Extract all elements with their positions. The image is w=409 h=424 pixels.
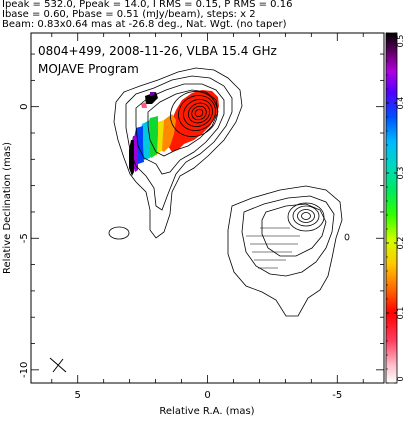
contour-6: [178, 95, 216, 131]
plot-subtitle: MOJAVE Program: [38, 62, 139, 76]
axis-tick-labels: 5 0 -5 0 -5 -10: [19, 103, 342, 401]
plot-title: 0804+499, 2008-11-26, VLBA 15.4 GHz: [38, 44, 277, 58]
pol-patch-tip-violet: [150, 92, 155, 96]
y-tick-label: 0: [19, 103, 30, 109]
plot-frame: [30, 32, 385, 384]
jet-hatching: [246, 227, 300, 269]
contour-9: [191, 105, 207, 121]
axis-ticks: [31, 33, 384, 383]
contour-jet-5: [292, 205, 320, 227]
beam-marker: [49, 357, 67, 373]
intensity-contours: [108, 67, 350, 317]
x-tick-label: 5: [75, 390, 81, 401]
colorbar-tick-label: 0: [396, 376, 405, 381]
pol-patch-dark: [129, 140, 134, 176]
x-tick-label: 0: [204, 390, 210, 401]
colorbar-tick-label: 0.5: [396, 35, 405, 48]
header-line-1: Ipeak = 532.0, Ppeak = 14.0, I RMS = 0.1…: [2, 0, 293, 10]
header-line-2: Ibase = 0.60, Pbase = 0.51 (mJy/beam), s…: [2, 9, 256, 20]
contour-outer-core: [113, 67, 243, 239]
contour-7: [183, 99, 213, 127]
y-tick-label: -5: [19, 233, 30, 243]
colorbar-tick-label: 0.3: [396, 167, 405, 180]
contour-jet-4: [287, 202, 325, 232]
colorbar-ticks: 0 0.1 0.2 0.3 0.4 0.5: [386, 32, 405, 384]
header-line-3: Beam: 0.83x0.64 mas at -26.8 deg., Nat. …: [2, 19, 287, 30]
contour-blob-left: [108, 226, 130, 240]
contour-5: [170, 91, 218, 137]
y-tick-label: -10: [19, 362, 30, 378]
polarization-map: [129, 90, 219, 176]
x-tick-label: -5: [332, 390, 342, 401]
contour-outer-jet: [227, 185, 343, 317]
contour-jet-2: [241, 195, 335, 277]
contour-8: [187, 102, 211, 124]
contour-jet-6: [297, 209, 315, 223]
x-axis-label: Relative R.A. (mas): [159, 406, 254, 417]
contour-jet-7: [301, 212, 311, 220]
y-axis-label: Relative Declination (mas): [2, 142, 13, 274]
contour-2: [125, 75, 233, 211]
contour-jet-3: [261, 203, 327, 257]
pol-patch-tip-pink: [141, 102, 147, 108]
contour-blob-right: [344, 233, 350, 241]
colorbar-tick-label: 0.1: [396, 307, 405, 320]
colorbar-tick-label: 0.2: [396, 237, 405, 250]
colorbar: [385, 32, 398, 384]
contour-10: [194, 108, 204, 118]
pol-patch-red: [167, 90, 219, 152]
contour-3: [135, 83, 225, 175]
colorbar-tick-label: 0.4: [396, 97, 405, 110]
